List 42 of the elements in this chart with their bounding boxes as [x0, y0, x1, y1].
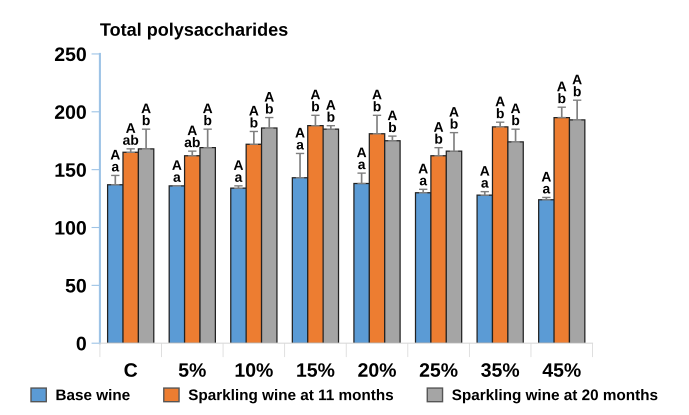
data-label: A b [496, 96, 505, 118]
legend-label: Base wine [56, 389, 130, 400]
data-label: A a [418, 164, 428, 186]
legend-label: Sparkling wine at 11 months [188, 389, 394, 404]
data-label: A b [449, 107, 459, 129]
data-label: A a [295, 128, 305, 150]
data-label: A a [172, 160, 182, 182]
data-label: A b [557, 82, 566, 104]
y-tick-label: 100 [55, 220, 86, 235]
y-tick-label: 150 [55, 163, 86, 177]
x-tick-label: C [124, 363, 138, 377]
data-label: A ab [184, 126, 200, 148]
data-label: A b [310, 90, 320, 112]
data-label: A a [542, 172, 552, 194]
y-tick-label: 250 [54, 47, 86, 62]
y-tick-label: 200 [54, 105, 86, 120]
legend-label: Sparkling wine at 20 months [452, 389, 658, 404]
data-label: A b [388, 110, 398, 132]
x-tick-label: 15% [297, 363, 334, 377]
data-label: A b [572, 74, 582, 96]
data-label: A a [356, 148, 366, 170]
data-label: A b [203, 104, 212, 126]
x-tick-label: 5% [178, 363, 206, 377]
data-label: A a [110, 150, 120, 172]
x-tick-label: 10% [236, 363, 273, 377]
data-label: A b [372, 90, 382, 112]
data-label: A b [510, 104, 520, 126]
data-label: A b [326, 100, 336, 122]
data-label: A b [434, 122, 444, 144]
x-tick-label: 35% [481, 363, 520, 377]
data-label: A a [234, 160, 244, 182]
data-label: A ab [123, 123, 138, 145]
y-tick-label: 50 [66, 278, 86, 293]
chart-title: Total polysaccharides [100, 22, 288, 40]
x-tick-label: 25% [420, 363, 458, 377]
x-tick-label: 45% [542, 363, 581, 377]
data-label: A b [141, 104, 151, 126]
data-label: A b [249, 106, 258, 128]
y-tick-label: 0 [76, 336, 86, 350]
data-label: A a [480, 166, 490, 188]
x-tick-label: 20% [358, 363, 396, 377]
data-label: A b [264, 92, 274, 114]
